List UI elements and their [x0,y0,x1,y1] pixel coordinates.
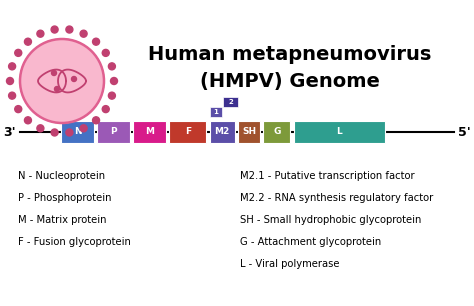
Circle shape [80,30,87,37]
Circle shape [66,129,73,136]
Circle shape [80,125,87,132]
Circle shape [37,30,44,37]
Circle shape [109,63,115,70]
Text: 3': 3' [4,125,16,139]
Text: (HMPV) Genome: (HMPV) Genome [200,73,380,91]
Text: 1: 1 [213,109,218,115]
Text: L: L [337,128,342,136]
Text: F: F [185,128,191,136]
Circle shape [72,76,76,81]
Circle shape [51,26,58,33]
Circle shape [52,70,56,76]
Text: G - Attachment glycoprotein: G - Attachment glycoprotein [240,237,381,247]
Text: 5': 5' [457,125,470,139]
FancyBboxPatch shape [264,121,291,143]
Text: M2.1 - Putative transcription factor: M2.1 - Putative transcription factor [240,171,415,181]
Text: M: M [145,128,154,136]
FancyBboxPatch shape [238,121,260,143]
Circle shape [109,92,115,99]
Circle shape [92,117,100,124]
FancyBboxPatch shape [223,97,238,107]
Text: SH: SH [242,128,256,136]
Text: P - Phosphoprotein: P - Phosphoprotein [18,193,111,203]
Text: N - Nucleoprotein: N - Nucleoprotein [18,171,105,181]
FancyBboxPatch shape [210,121,235,143]
FancyBboxPatch shape [133,121,166,143]
FancyBboxPatch shape [210,107,222,117]
Circle shape [25,38,31,45]
Circle shape [9,92,16,99]
FancyBboxPatch shape [97,121,130,143]
Text: F - Fusion glycoprotein: F - Fusion glycoprotein [18,237,131,247]
Circle shape [37,125,44,132]
Text: SH - Small hydrophobic glycoprotein: SH - Small hydrophobic glycoprotein [240,215,421,225]
Circle shape [25,117,31,124]
Text: Human metapneumovirus: Human metapneumovirus [148,44,432,64]
Text: L - Viral polymerase: L - Viral polymerase [240,259,339,269]
Circle shape [102,106,109,113]
Circle shape [51,129,58,136]
Circle shape [66,26,73,33]
Circle shape [9,63,16,70]
Text: P: P [110,128,117,136]
Text: M - Matrix protein: M - Matrix protein [18,215,107,225]
Text: 2: 2 [228,99,233,105]
Circle shape [110,77,118,84]
Circle shape [15,106,22,113]
FancyBboxPatch shape [61,121,94,143]
Circle shape [15,49,22,56]
FancyBboxPatch shape [294,121,385,143]
Circle shape [92,38,100,45]
Text: M2.2 - RNA synthesis regulatory factor: M2.2 - RNA synthesis regulatory factor [240,193,433,203]
Circle shape [102,49,109,56]
Text: N: N [73,128,82,136]
Circle shape [20,39,104,123]
Circle shape [7,77,13,84]
Text: G: G [273,128,281,136]
FancyBboxPatch shape [169,121,206,143]
Text: M2: M2 [215,128,230,136]
Circle shape [55,87,60,91]
